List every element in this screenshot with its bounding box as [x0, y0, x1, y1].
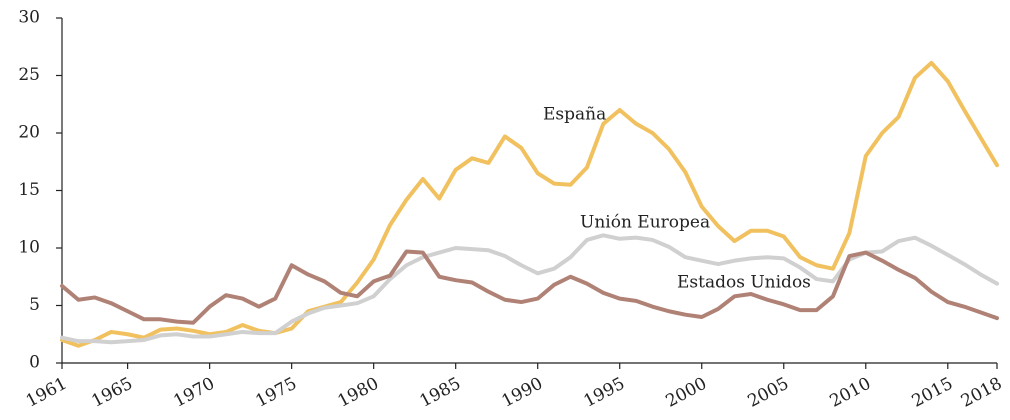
x-tick-label: 1990 [499, 374, 547, 412]
series-label: Estados Unidos [677, 273, 811, 293]
x-tick-label: 1995 [581, 374, 629, 412]
y-tick-label: 25 [18, 65, 40, 85]
y-tick-label: 20 [18, 123, 40, 143]
x-tick-label: 1965 [88, 374, 136, 412]
x-tick-label: 2015 [909, 374, 957, 412]
series-label: Unión Europea [580, 213, 710, 233]
x-tick-label: 2005 [745, 374, 793, 412]
y-tick-label: 0 [29, 353, 40, 373]
series-label: España [543, 105, 606, 125]
series-line [60, 60, 999, 348]
x-tick-label: 1970 [171, 374, 219, 412]
x-tick-label: 2000 [663, 374, 711, 412]
x-tick-label: 2018 [958, 374, 1006, 412]
x-tick-label: 1961 [23, 374, 71, 412]
y-tick-label: 15 [18, 180, 40, 200]
y-tick-label: 30 [18, 8, 40, 28]
y-tick-label: 10 [18, 238, 40, 258]
series-line [60, 249, 999, 325]
x-tick-label: 1975 [253, 374, 301, 412]
x-tick-label: 2010 [827, 374, 875, 412]
x-tick-label: 1985 [417, 374, 465, 412]
series-line [60, 233, 999, 345]
y-tick-label: 5 [29, 295, 40, 315]
x-tick-label: 1980 [335, 374, 383, 412]
